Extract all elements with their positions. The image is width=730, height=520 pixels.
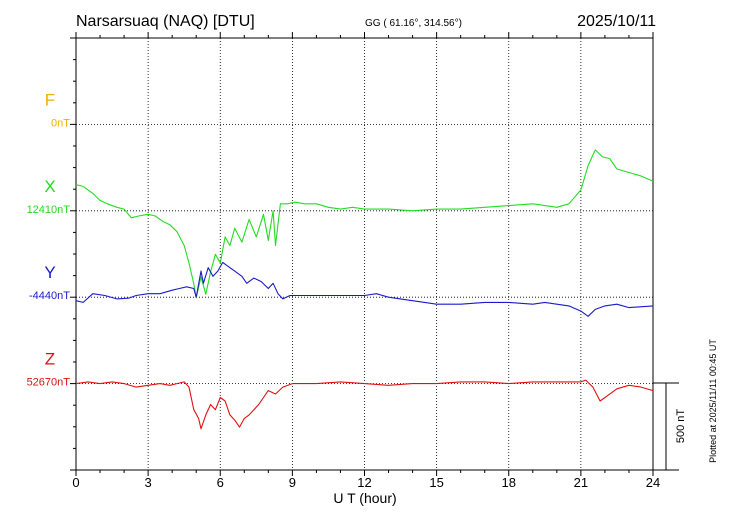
series-f-baseline: 0nT <box>51 117 70 129</box>
x-tick-label: 24 <box>646 475 660 490</box>
series-y-line <box>75 261 654 317</box>
x-tick-label: 0 <box>72 475 79 490</box>
series-z-baseline: 52670nT <box>27 377 71 389</box>
date-label: 2025/10/11 <box>577 13 656 30</box>
x-tick-label: 21 <box>574 475 588 490</box>
x-tick-label: 3 <box>145 475 152 490</box>
series-z-line <box>75 379 654 430</box>
station-title: Narsarsuaq (NAQ) [DTU] <box>76 13 255 30</box>
scale-bar-label: 500 nT <box>675 409 687 444</box>
coordinates-label: GG ( 61.16°, 314.56°) <box>365 18 462 29</box>
x-tick-label: 18 <box>502 475 516 490</box>
x-tick-label: 6 <box>217 475 224 490</box>
x-tick-label: 12 <box>357 475 371 490</box>
series-f-name: F <box>45 90 55 109</box>
axis-ticks: 0 3 6 9 12 15 18 21 24 <box>70 32 660 490</box>
series-x-name: X <box>44 177 55 196</box>
series-x-line <box>75 149 654 299</box>
series-x-baseline: 12410nT <box>27 204 71 216</box>
x-tick-label: 9 <box>289 475 296 490</box>
plotted-at-note: Plotted at 2025/11/11 00:45 UT <box>708 339 718 463</box>
grid-lines <box>76 38 653 470</box>
x-tick-label: 15 <box>429 475 443 490</box>
scale-bar: 500 nT <box>653 382 687 471</box>
series-lines <box>75 149 654 430</box>
x-axis-label: U T (hour) <box>333 490 396 506</box>
series-labels: F 0nT X 12410nT Y -4440nT Z 52670nT <box>27 90 71 388</box>
series-y-name: Y <box>44 263 55 282</box>
series-z-name: Z <box>45 350 55 369</box>
series-y-baseline: -4440nT <box>29 290 70 302</box>
